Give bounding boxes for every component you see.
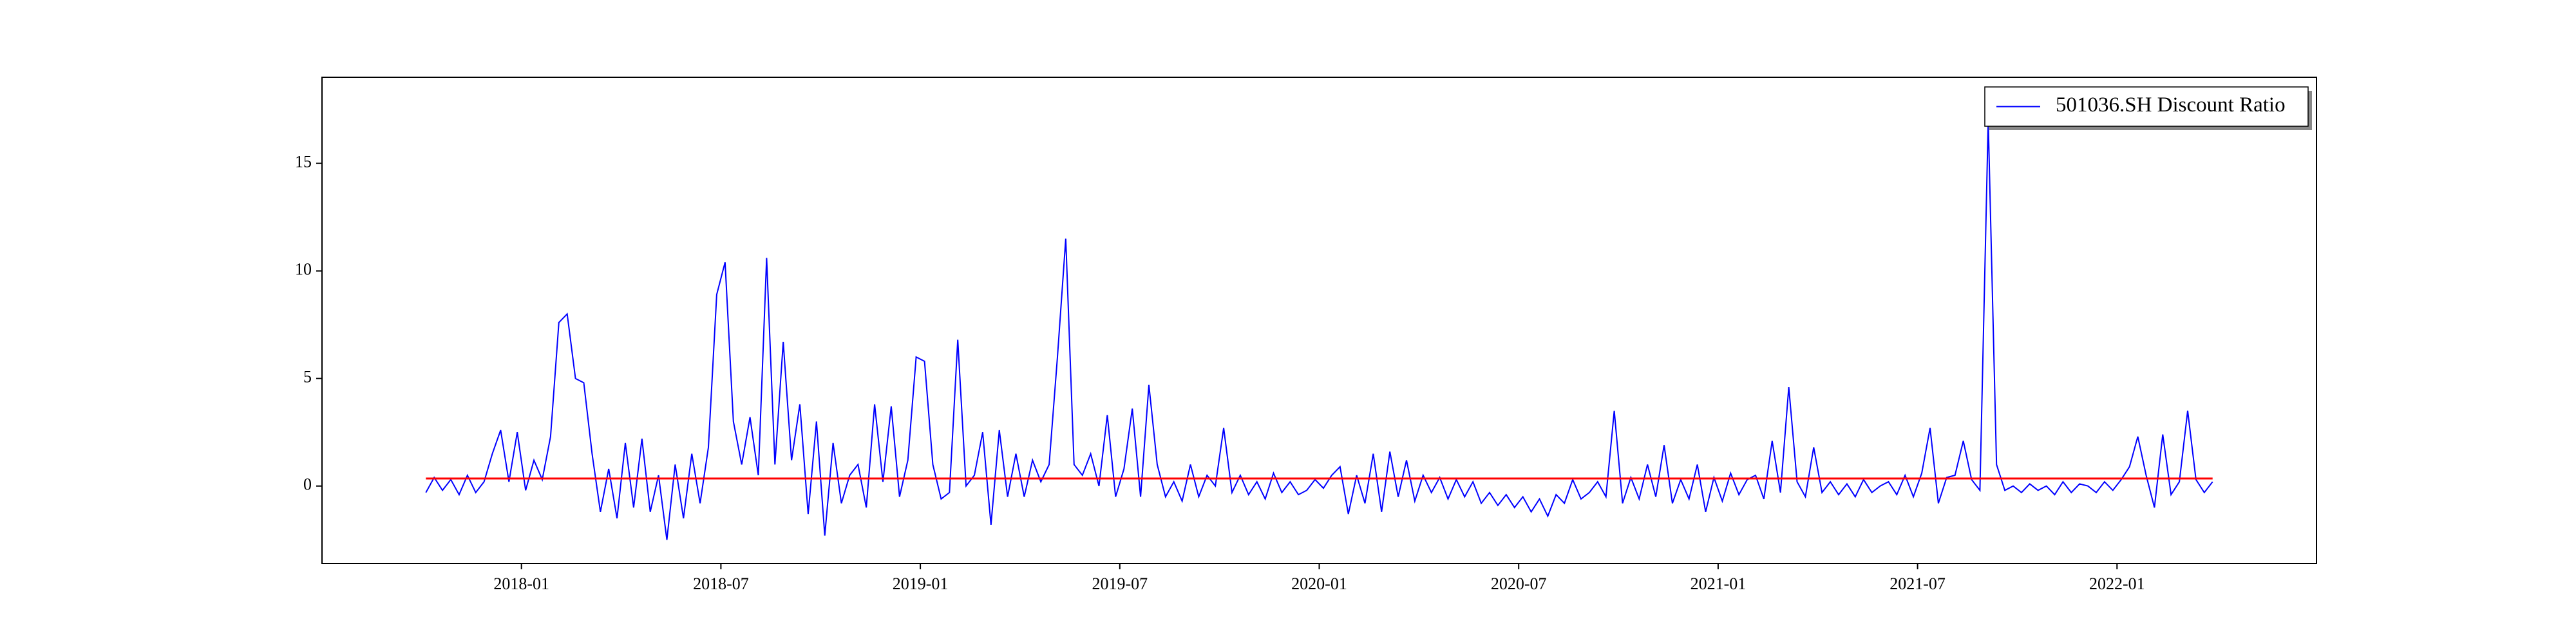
x-tick-label: 2022-01	[2089, 574, 2145, 593]
x-tick-label: 2020-01	[1291, 574, 1347, 593]
y-tick-label: 0	[303, 475, 312, 494]
x-tick-label: 2019-01	[893, 574, 949, 593]
x-tick-label: 2019-07	[1092, 574, 1148, 593]
y-tick-label: 5	[303, 368, 312, 386]
x-tick-label: 2018-01	[493, 574, 549, 593]
axes-frame	[321, 77, 2317, 564]
y-tick-label: 10	[295, 260, 312, 279]
y-tick-label: 15	[295, 153, 312, 171]
x-tick-label: 2020-07	[1491, 574, 1547, 593]
data-line	[425, 120, 2213, 540]
x-tick-label: 2021-01	[1690, 574, 1747, 593]
x-tick-label: 2021-07	[1889, 574, 1946, 593]
x-tick-label: 2018-07	[693, 574, 749, 593]
legend-label: 501036.SH Discount Ratio	[2056, 93, 2286, 117]
